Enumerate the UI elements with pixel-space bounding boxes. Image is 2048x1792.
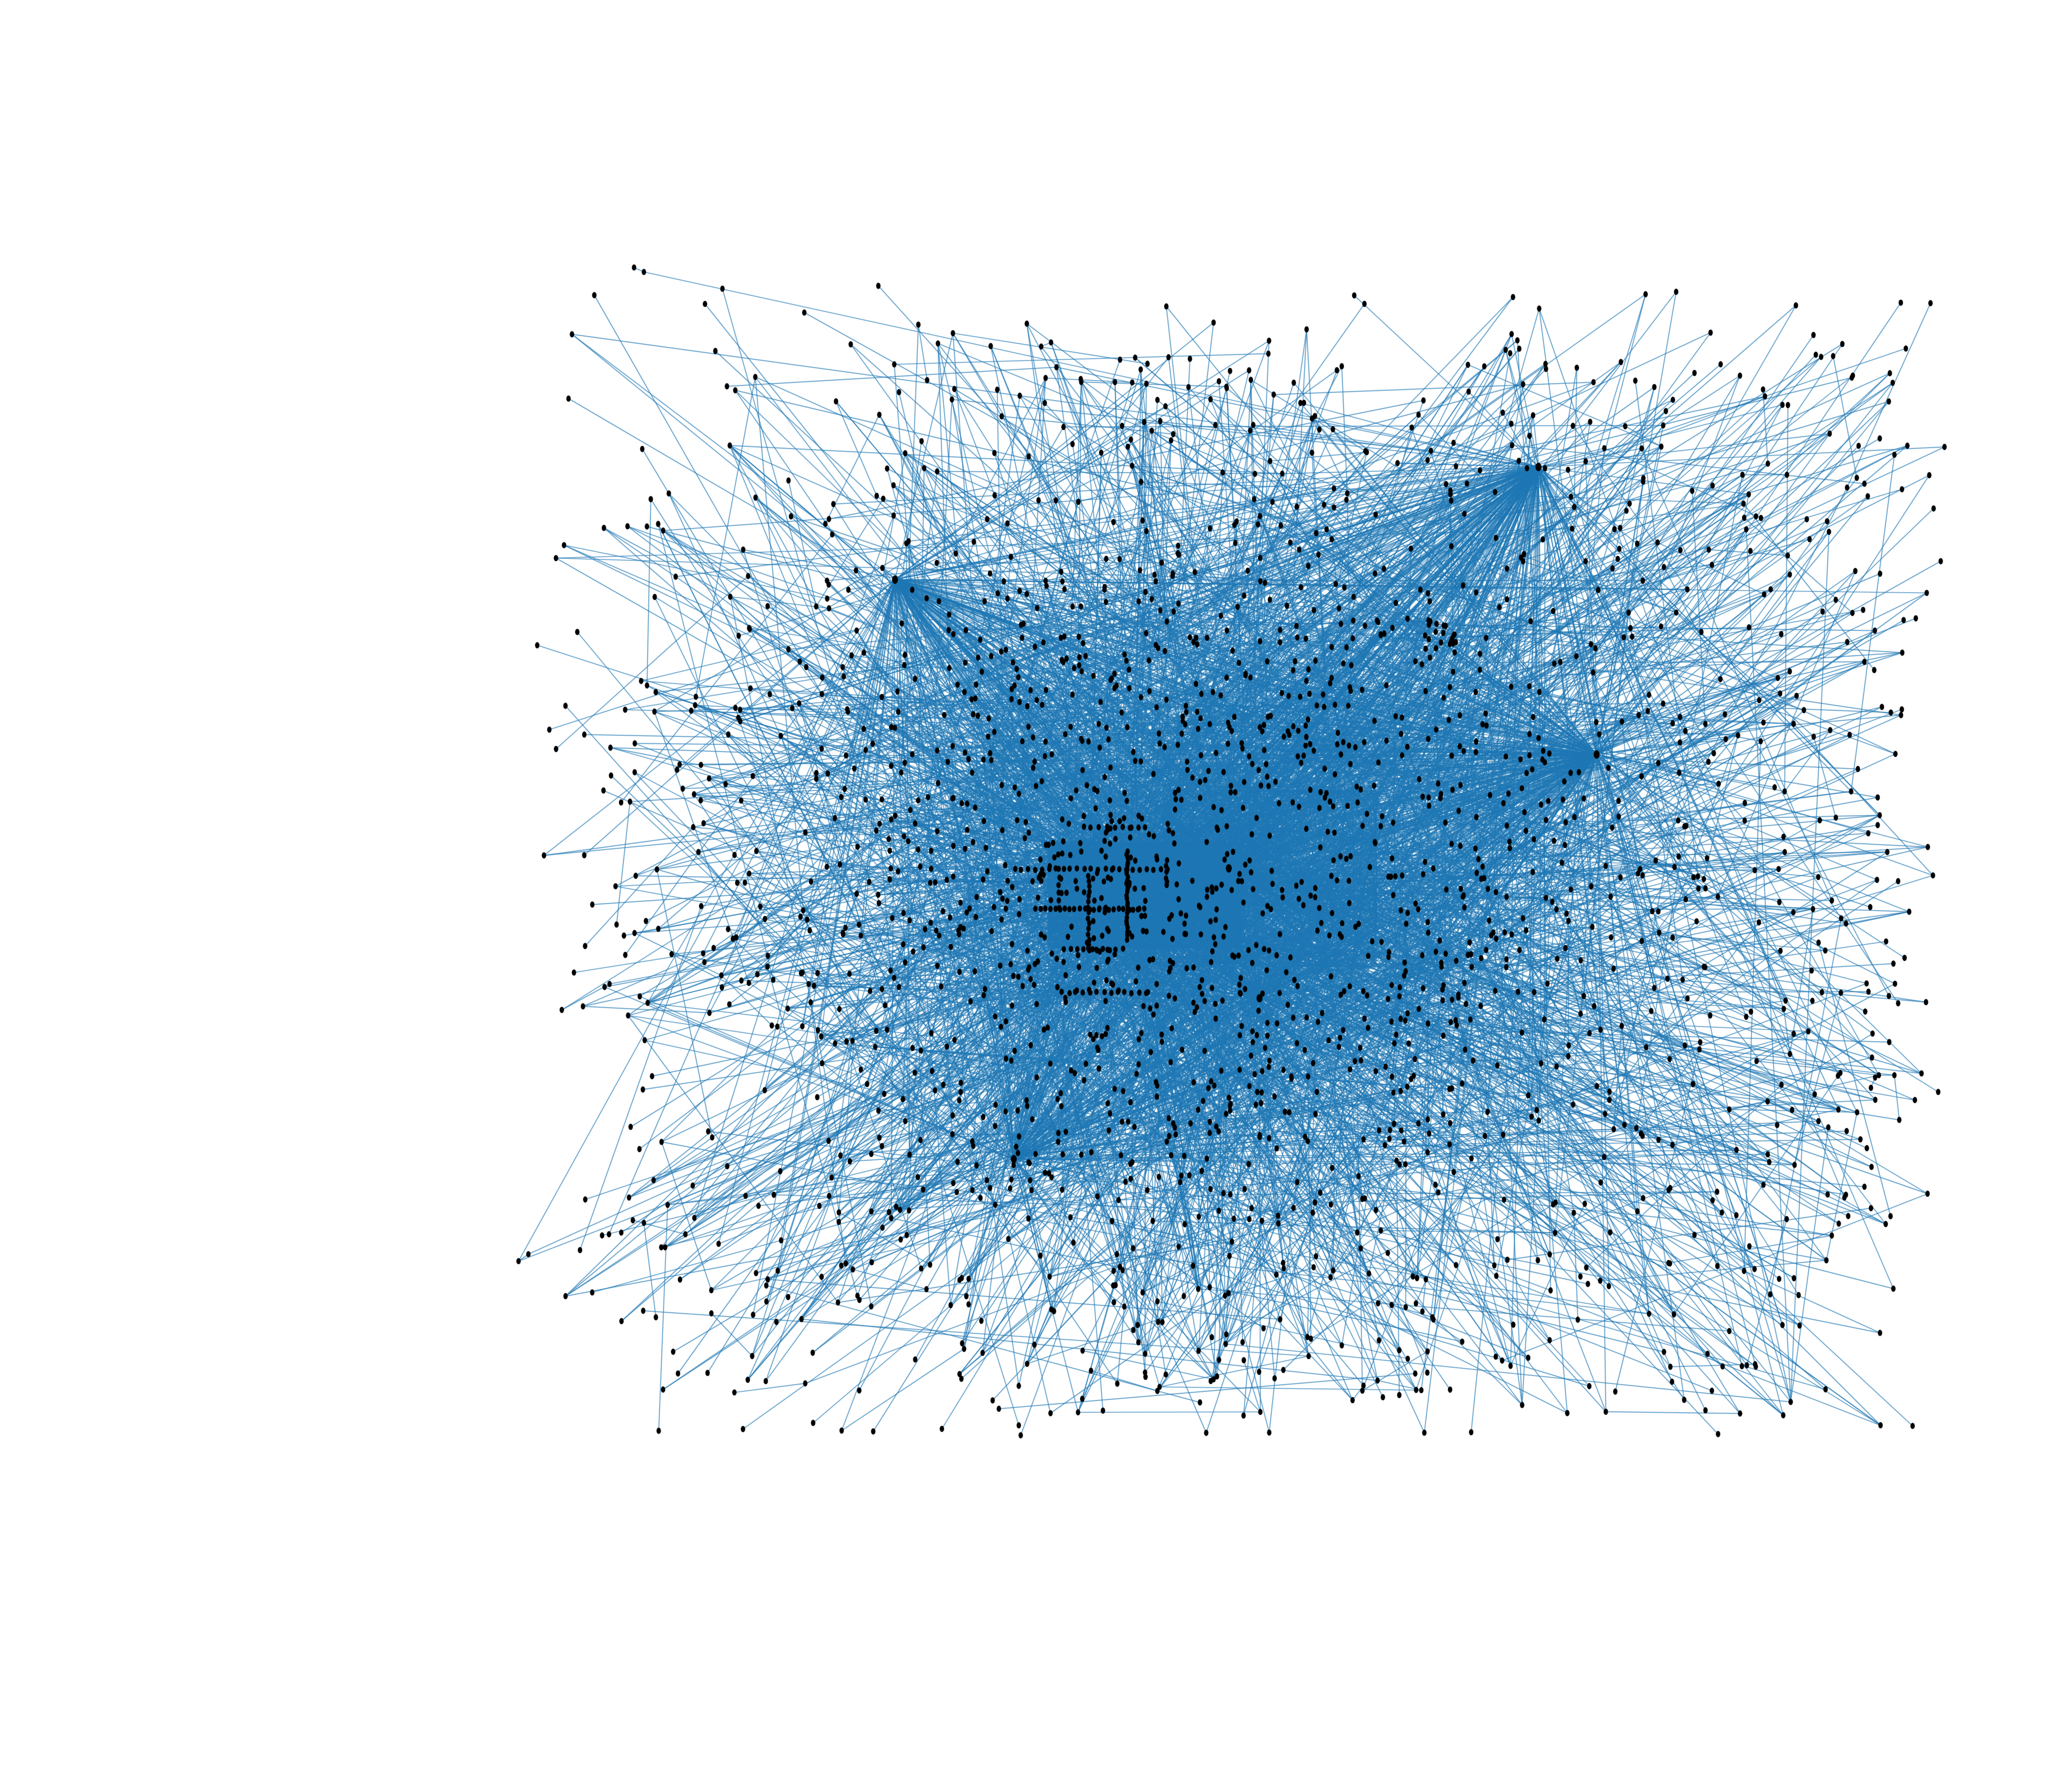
network-graph-canvas [0,0,2048,1792]
network-graph-figure [0,0,2048,1792]
